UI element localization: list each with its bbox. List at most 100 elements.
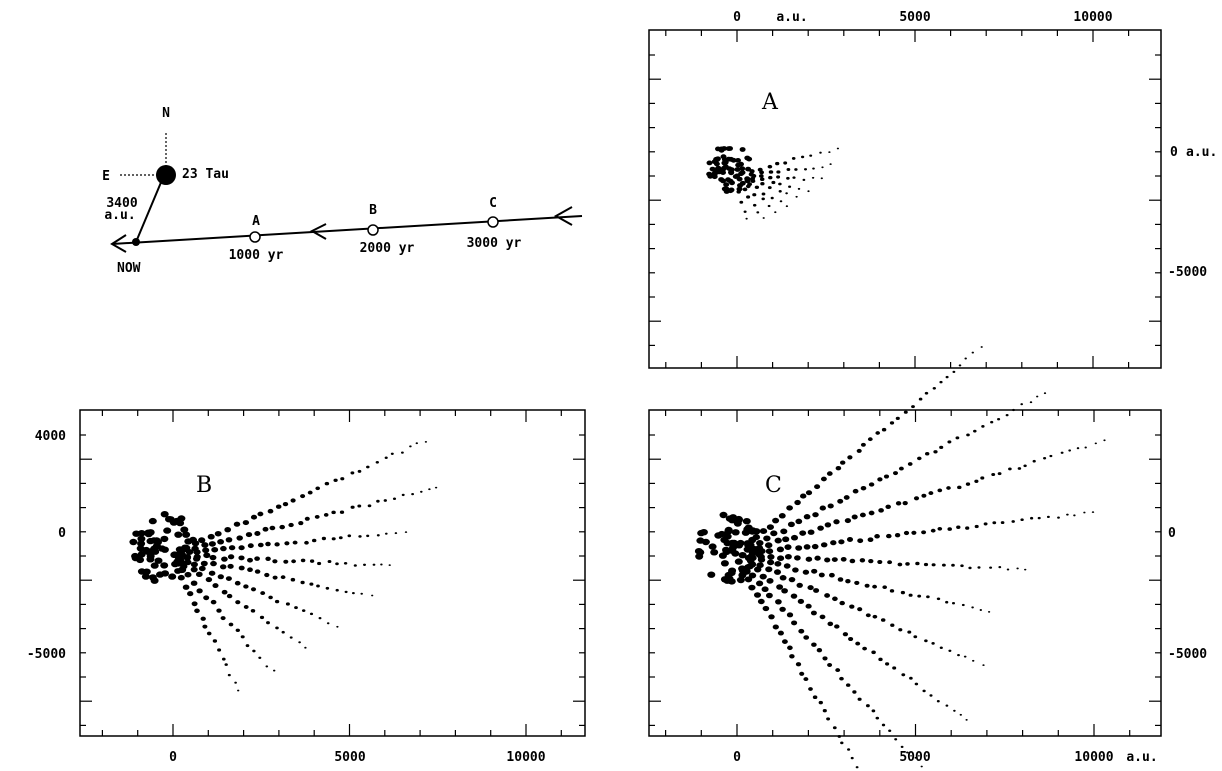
panel-c-scatter-point xyxy=(1083,511,1086,514)
panel-b-y-tick-label-0: 0 xyxy=(58,526,66,541)
panel-c-scatter-point xyxy=(832,596,838,602)
panel-c-scatter-point xyxy=(774,561,782,567)
panel-c-scatter-point xyxy=(991,472,996,477)
panel-c-scatter-point xyxy=(1043,456,1047,460)
panel-c-scatter-point xyxy=(764,542,773,549)
panel-c-scatter-point xyxy=(952,602,955,605)
panel-c-scatter-point xyxy=(738,552,747,559)
panel-c-scatter-point xyxy=(887,560,893,565)
panel-c-scatter-point xyxy=(931,563,936,567)
panel-b-scatter-point xyxy=(150,562,159,569)
panel-c-scatter-point xyxy=(1020,518,1024,522)
bottom-x-unit-label: a.u. xyxy=(1126,750,1157,765)
panel-a-scatter-point xyxy=(788,185,792,188)
panel-c-scatter-point xyxy=(952,370,956,374)
panel-c-frame xyxy=(648,409,1162,737)
panel-b-scatter-point xyxy=(247,543,254,549)
panel-c-scatter-point xyxy=(755,580,764,587)
panel-c-scatter-point xyxy=(867,437,873,442)
panel-b-scatter-point xyxy=(233,521,241,527)
panel-c-scatter-point xyxy=(957,485,962,490)
panel-c-scatter-point xyxy=(805,490,813,496)
panel-c-scatter-point xyxy=(759,528,768,535)
separation-value-label: 3400 xyxy=(106,196,137,211)
panel-c-scatter-point xyxy=(812,695,818,700)
panel-c-scatter-point xyxy=(839,600,845,606)
panel-b-scatter-point xyxy=(339,510,345,514)
panel-c-scatter-point xyxy=(1011,520,1015,523)
panel-b-scatter-point xyxy=(150,537,158,544)
panel-c-scatter-point xyxy=(719,511,728,519)
panel-b-scatter-point xyxy=(210,560,217,567)
panel-c-scatter-point xyxy=(881,723,886,727)
panel-c-x-tick-label-5000: 5000 xyxy=(899,750,930,765)
panel-c-scatter-point xyxy=(744,564,752,571)
panel-b-letter: B xyxy=(196,473,212,498)
panel-c-scatter-point xyxy=(820,476,827,482)
panel-b-scatter-point xyxy=(136,556,145,564)
panel-c-scatter-point xyxy=(812,512,819,518)
panel-a-scatter-point xyxy=(736,190,741,194)
panel-c-scatter-point xyxy=(781,639,788,644)
panel-b-scatter-point xyxy=(376,499,380,503)
panel-b-x-tick-label-0: 0 xyxy=(169,750,177,765)
epoch-c-marker-label: C xyxy=(489,196,497,211)
panel-c-scatter-point xyxy=(1023,464,1027,468)
panel-a-scatter-point xyxy=(812,167,815,170)
panel-b-scatter-point xyxy=(221,589,228,595)
panel-a-scatter-point xyxy=(745,184,751,189)
panel-a-scatter-point xyxy=(712,167,718,173)
panel-c-scatter-point xyxy=(829,572,835,578)
panel-b-scatter-point xyxy=(236,535,243,541)
panel-c-scatter-point xyxy=(827,503,834,509)
panel-c-scatter-point xyxy=(882,585,887,590)
panel-a-scatter-point xyxy=(727,178,734,184)
panel-b-scatter-point xyxy=(353,564,357,567)
separation-unit-label: a.u. xyxy=(104,208,135,223)
panel-c-scatter-point xyxy=(1006,568,1010,571)
panel-a-scatter-point xyxy=(779,200,783,203)
panel-c-y-tick-label-0: 0 xyxy=(1168,526,1176,541)
panel-b-scatter-point xyxy=(168,573,177,580)
panel-c-scatter-point xyxy=(1017,467,1022,470)
panel-a-scatter-point xyxy=(792,176,796,179)
panel-c-scatter-point xyxy=(982,664,985,666)
panel-b-scatter-point xyxy=(228,545,236,551)
panel-c-scatter-point xyxy=(897,562,903,567)
panel-a-scatter-point xyxy=(797,187,801,190)
panel-a-scatter-point xyxy=(786,176,790,180)
panel-b-scatter-point xyxy=(376,534,380,537)
panel-a-scatter-point xyxy=(807,190,810,193)
panel-b-scatter-point xyxy=(394,532,398,535)
panel-c-scatter-point xyxy=(857,697,862,701)
panel-a-scatter-point xyxy=(745,217,748,220)
panel-c-scatter-point xyxy=(842,632,849,637)
panel-b-scatter-point xyxy=(238,565,245,571)
panel-c-scatter-point xyxy=(787,521,795,528)
panel-c-scatter-point xyxy=(914,682,919,686)
panel-b-scatter-point xyxy=(219,564,227,570)
panel-c-scatter-point xyxy=(939,646,943,650)
panel-c-scatter-point xyxy=(921,493,927,498)
panel-b-scatter-point xyxy=(317,561,322,566)
panel-c-scatter-point xyxy=(781,588,788,594)
panel-c-scatter-point xyxy=(998,566,1002,569)
panel-c-scatter-point xyxy=(766,524,774,530)
panel-b-scatter-point xyxy=(383,499,387,502)
panel-c-scatter-point xyxy=(933,450,938,454)
panel-c-scatter-point xyxy=(718,552,727,559)
panel-c-scatter-point xyxy=(945,600,949,604)
panel-c-y-tick-label-minus5000: -5000 xyxy=(1168,647,1207,662)
panel-b-scatter-point xyxy=(148,574,157,581)
panel-b-scatter-point xyxy=(190,566,198,573)
panel-c-scatter-point xyxy=(980,476,985,480)
panel-c-scatter-point xyxy=(1016,567,1019,570)
epoch-c-time-label: 3000 yr xyxy=(467,236,522,251)
panel-c-scatter-point xyxy=(908,593,913,597)
panel-b-scatter-point xyxy=(331,537,336,541)
panel-c-scatter-point xyxy=(807,529,815,535)
panel-c-scatter-point xyxy=(786,612,794,618)
panel-b-y-tick-label-minus5000: -5000 xyxy=(27,647,66,662)
panel-c-scatter-point xyxy=(762,605,770,612)
panel-b-scatter-point xyxy=(182,584,190,590)
